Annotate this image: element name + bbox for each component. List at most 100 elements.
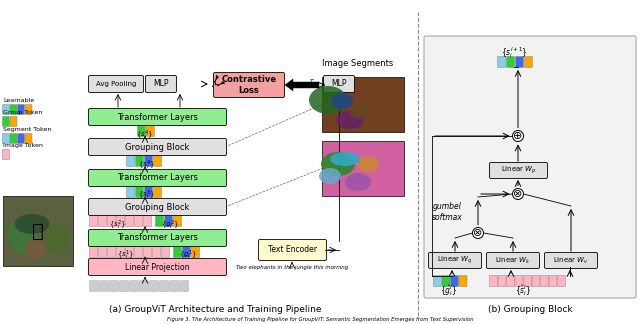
FancyBboxPatch shape [173,215,182,226]
FancyBboxPatch shape [90,247,97,258]
Text: $\{s_i^4\}$: $\{s_i^4\}$ [138,158,156,171]
FancyBboxPatch shape [3,105,10,114]
FancyBboxPatch shape [191,247,200,258]
Text: $z^I$: $z^I$ [211,78,220,90]
FancyBboxPatch shape [147,125,154,136]
FancyBboxPatch shape [10,105,17,114]
FancyBboxPatch shape [3,117,10,126]
FancyBboxPatch shape [323,75,355,92]
Text: Transformer Layers: Transformer Layers [117,173,198,182]
FancyBboxPatch shape [88,109,227,125]
FancyBboxPatch shape [88,199,227,215]
FancyBboxPatch shape [170,281,179,291]
FancyBboxPatch shape [214,73,285,98]
Text: 🐘: 🐘 [32,222,44,240]
FancyBboxPatch shape [125,215,134,226]
FancyBboxPatch shape [173,247,182,258]
FancyBboxPatch shape [143,215,152,226]
FancyBboxPatch shape [490,163,547,179]
FancyBboxPatch shape [88,229,227,247]
FancyBboxPatch shape [545,252,598,269]
FancyBboxPatch shape [136,156,143,167]
FancyBboxPatch shape [433,275,442,286]
Text: ⊕: ⊕ [513,131,523,141]
Polygon shape [285,79,319,91]
Text: Transformer Layers: Transformer Layers [117,234,198,242]
FancyBboxPatch shape [10,133,17,144]
FancyBboxPatch shape [116,247,125,258]
Text: $z^T$: $z^T$ [305,78,316,90]
FancyBboxPatch shape [451,275,458,286]
FancyBboxPatch shape [180,281,188,291]
FancyBboxPatch shape [3,133,10,144]
FancyBboxPatch shape [127,156,134,167]
FancyBboxPatch shape [125,247,134,258]
FancyBboxPatch shape [99,247,106,258]
Text: Image Token: Image Token [3,143,43,148]
Text: Text Encoder: Text Encoder [268,246,317,254]
Text: Figure 3. The Architecture of Training Pipeline for GroupViT: Semantic Segmentat: Figure 3. The Architecture of Training P… [166,317,474,321]
FancyBboxPatch shape [429,252,481,269]
FancyBboxPatch shape [3,149,10,159]
Ellipse shape [345,173,371,191]
Ellipse shape [331,93,353,109]
FancyBboxPatch shape [10,117,17,126]
Text: Avg Pooling: Avg Pooling [96,81,136,87]
FancyBboxPatch shape [136,187,143,198]
FancyBboxPatch shape [145,156,152,167]
FancyBboxPatch shape [515,56,524,67]
Text: Linear $W_k$: Linear $W_k$ [495,255,531,266]
Text: Learnable: Learnable [3,98,34,103]
Text: $\{g_i^1\}$: $\{g_i^1\}$ [179,249,197,262]
Text: (b) Grouping Block: (b) Grouping Block [488,306,572,315]
FancyBboxPatch shape [17,105,24,114]
Text: MLP: MLP [153,79,169,88]
Ellipse shape [357,156,379,172]
Ellipse shape [350,105,370,119]
FancyBboxPatch shape [486,252,540,269]
Text: Contrastive
Loss: Contrastive Loss [221,75,276,95]
Ellipse shape [319,168,341,184]
FancyBboxPatch shape [25,105,32,114]
Text: MLP: MLP [332,79,347,88]
Text: ⊗: ⊗ [513,189,523,199]
FancyBboxPatch shape [459,275,467,286]
FancyBboxPatch shape [108,215,115,226]
FancyBboxPatch shape [88,138,227,156]
Text: Transformer Layers: Transformer Layers [117,112,198,122]
FancyBboxPatch shape [140,281,148,291]
FancyBboxPatch shape [88,169,227,187]
FancyBboxPatch shape [90,215,97,226]
Text: Grouping Block: Grouping Block [125,202,189,212]
Bar [322,141,404,196]
FancyBboxPatch shape [156,215,163,226]
Text: $\{s_i^{l+1}\}$: $\{s_i^{l+1}\}$ [500,45,527,60]
FancyBboxPatch shape [127,187,134,198]
FancyBboxPatch shape [154,156,161,167]
Circle shape [513,131,524,142]
FancyBboxPatch shape [17,133,24,144]
Text: Linear $W_p$: Linear $W_p$ [500,165,536,176]
Circle shape [513,189,524,200]
FancyBboxPatch shape [164,215,173,226]
Ellipse shape [309,86,347,114]
FancyBboxPatch shape [498,275,506,286]
Text: Image Segments: Image Segments [323,59,394,68]
Ellipse shape [330,152,360,166]
FancyBboxPatch shape [116,215,125,226]
FancyBboxPatch shape [150,281,158,291]
Ellipse shape [15,214,49,234]
FancyBboxPatch shape [134,215,143,226]
FancyBboxPatch shape [90,281,99,291]
FancyBboxPatch shape [145,75,177,92]
FancyBboxPatch shape [154,187,161,198]
FancyBboxPatch shape [100,281,108,291]
FancyBboxPatch shape [506,56,515,67]
Ellipse shape [25,239,45,259]
FancyBboxPatch shape [424,36,636,298]
FancyBboxPatch shape [108,247,115,258]
Text: Segment Token: Segment Token [3,127,51,132]
FancyBboxPatch shape [138,125,145,136]
Circle shape [472,227,483,238]
FancyBboxPatch shape [145,187,152,198]
